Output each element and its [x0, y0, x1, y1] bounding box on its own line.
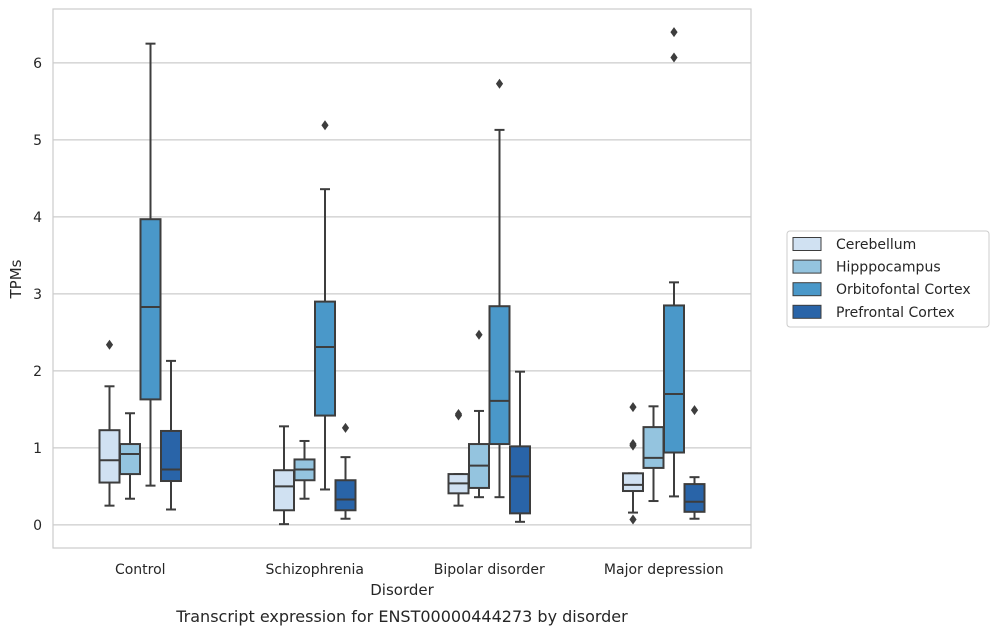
box-3-3-iqr [488, 305, 511, 446]
box-4-2 [334, 422, 357, 520]
legend-swatch-3 [792, 282, 822, 297]
box-4-4-outlier-1 [690, 405, 699, 416]
y-tick-label-2: 2 [33, 364, 42, 380]
box-1-4-outlier-3 [629, 439, 637, 450]
box-2-2 [293, 439, 316, 500]
y-tick-label-4: 4 [33, 210, 42, 226]
box-3-4-outlier-1 [670, 52, 678, 63]
box-1-4-iqr [622, 472, 644, 493]
box-3-3 [488, 78, 511, 499]
box-2-3 [468, 329, 490, 499]
box-3-1 [139, 42, 162, 487]
y-tick-label-0: 0 [33, 518, 42, 534]
legend-label-3: Orbitofontal Cortex [836, 282, 971, 298]
y-tick-label-5: 5 [33, 133, 42, 149]
legend-swatch-1 [792, 237, 822, 251]
y-axis-title: TPMs [7, 259, 25, 299]
box-3-3-outlier-1 [495, 78, 504, 89]
box-1-2 [273, 425, 295, 526]
box-4-3 [509, 370, 531, 523]
box-4-2-outlier-1 [341, 422, 350, 433]
legend-label-1: Cerebellum [836, 237, 916, 253]
box-series [98, 27, 706, 526]
box-1-4 [622, 402, 644, 525]
legend-frame [786, 230, 990, 328]
box-4-4-iqr [683, 483, 706, 513]
box-4-2-iqr [334, 479, 357, 512]
box-1-2-iqr [273, 469, 295, 512]
chart-caption: Transcript expression for ENST0000044427… [175, 607, 628, 626]
x-tick-label-3: Bipolar disorder [434, 562, 545, 578]
box-3-2 [314, 120, 336, 491]
legend-label-4: Prefrontal Cortex [836, 305, 955, 321]
box-3-2-outlier-1 [321, 120, 329, 131]
x-axis-ticks: Control Schizophrenia Bipolar disorder Majo… [115, 562, 724, 578]
box-3-1-iqr [139, 218, 162, 401]
box-4-1 [160, 359, 182, 511]
x-tick-label-4: Major depression [604, 562, 724, 578]
box-4-1-iqr [160, 429, 182, 483]
box-1-1-outlier-1 [105, 339, 114, 350]
box-1-4-outlier-4 [629, 402, 637, 413]
box-2-1 [119, 412, 141, 500]
legend: Cerebellum Hipppocampus Orbitofontal Corte… [786, 230, 990, 328]
box-2-4-iqr [642, 426, 665, 469]
box-1-1-iqr [98, 429, 121, 484]
legend-swatch-2 [792, 259, 822, 274]
box-4-3-iqr [509, 445, 531, 515]
box-3-2-iqr [314, 300, 336, 417]
box-2-1-iqr [119, 443, 141, 476]
box-1-1 [98, 339, 121, 507]
box-3-4-outlier-2 [670, 27, 678, 38]
box-2-3-outlier-1 [475, 329, 483, 340]
box-1-3 [447, 409, 470, 507]
y-tick-label-3: 3 [33, 287, 42, 303]
legend-label-2: Hipppocampus [836, 260, 941, 276]
y-tick-label-1: 1 [33, 441, 42, 457]
box-1-4-outlier-1 [629, 514, 637, 525]
x-tick-label-1: Control [115, 562, 166, 578]
plot-frame [52, 8, 752, 549]
y-axis-ticks: 0 1 2 3 4 5 6 [33, 56, 42, 534]
box-1-3-outlier-2 [454, 409, 463, 420]
x-tick-label-2: Schizophrenia [266, 562, 364, 578]
box-3-4 [663, 27, 685, 498]
box-2-4 [642, 405, 665, 503]
legend-swatch-4 [792, 304, 822, 319]
box-3-4-iqr [663, 304, 685, 454]
box-4-4 [683, 405, 706, 520]
y-tick-label-6: 6 [33, 56, 42, 72]
x-axis-title: Disorder [370, 581, 434, 599]
